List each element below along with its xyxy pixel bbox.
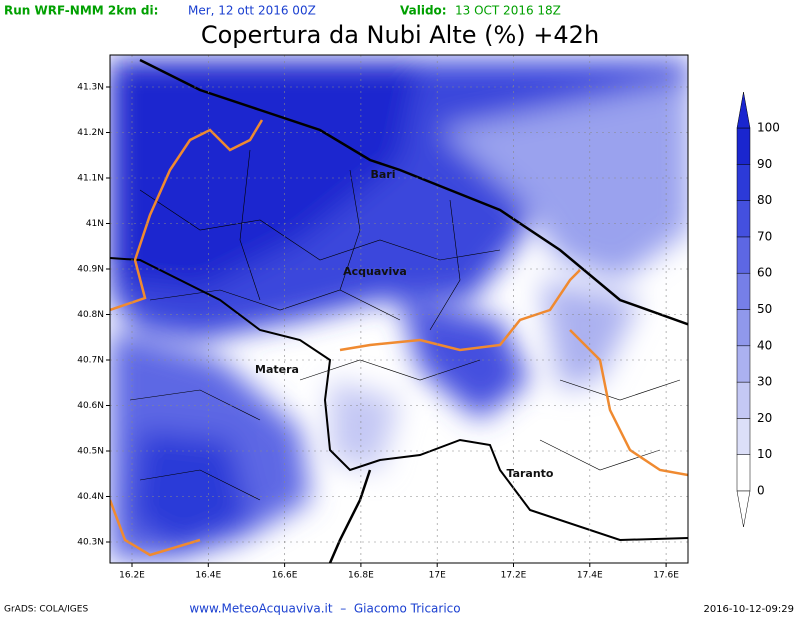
lon-label: 17.6E [653,571,679,581]
lat-label: 41.3N [77,83,104,93]
lat-label: 41.1N [77,174,104,184]
colorbar-bin [736,127,751,165]
lat-label: 40.6N [77,401,104,411]
colorbar-label: 40 [757,338,772,352]
footer-right: 2016-10-12-09:29 [703,604,794,615]
colorbar-bin [736,345,751,383]
colorbar-label: 70 [757,229,772,243]
colorbar-bin [736,309,751,347]
colorbar-label: 100 [757,121,780,135]
run-date: Mer, 12 ott 2016 00Z [188,4,316,18]
cloud-field [110,60,688,560]
colorbar-end [736,91,751,129]
region-border [110,119,688,557]
boundaries [129,149,681,501]
colorbar-bin [736,381,751,419]
title: Copertura da Nubi Alte (%) +42h [201,21,599,49]
colorbar-bin [736,200,751,238]
coastline [139,58,688,326]
colorbar-label: 60 [757,266,772,280]
lon-label: 17E [429,571,446,581]
colorbar-bin [736,272,751,310]
colorbar-bin [736,164,751,201]
run-label: Run WRF-NMM 2km di: [4,4,158,18]
border [110,257,688,542]
place-label: Matera [255,363,299,376]
colorbar-bin [736,454,751,492]
valid-label: Valido: [400,4,447,18]
colorbar-label: 0 [757,484,765,498]
lon-label: 16.4E [195,571,221,581]
lat-label: 40.4N [77,492,104,502]
place-label: Bari [370,168,395,181]
lon-label: 17.4E [577,571,603,581]
lat-label: 40.7N [77,356,104,366]
colorbar-label: 80 [757,193,772,207]
lat-label: 40.5N [77,447,104,457]
footer-left: GrADS: COLA/IGES [4,605,88,615]
map [110,55,688,563]
colorbar-label: 30 [757,375,772,389]
place-label: Acquaviva [343,265,407,278]
lat-label: 40.9N [77,265,104,275]
lon-label: 16.2E [119,571,145,581]
colorbar-label: 20 [757,411,772,425]
lat-label: 40.8N [77,310,104,320]
coastline [328,469,372,563]
lon-label: 16.6E [272,571,298,581]
lat-label: 40.3N [77,538,104,548]
valid-date: 13 OCT 2016 18Z [455,4,561,18]
lat-label: 41.2N [77,128,104,138]
colorbar-bin [736,418,751,455]
footer-center: www.MeteoAcquaviva.it – Giacomo Tricaric… [189,602,460,616]
colorbar-end [736,490,751,528]
colorbar-label: 10 [757,447,772,461]
lon-label: 16.8E [348,571,374,581]
lon-label: 17.2E [501,571,527,581]
colorbar-label: 90 [757,157,772,171]
colorbar-label: 50 [757,302,772,316]
lat-label: 41N [86,219,104,229]
place-label: Taranto [506,467,553,480]
map-frame [109,54,689,564]
colorbar-bin [736,236,751,274]
